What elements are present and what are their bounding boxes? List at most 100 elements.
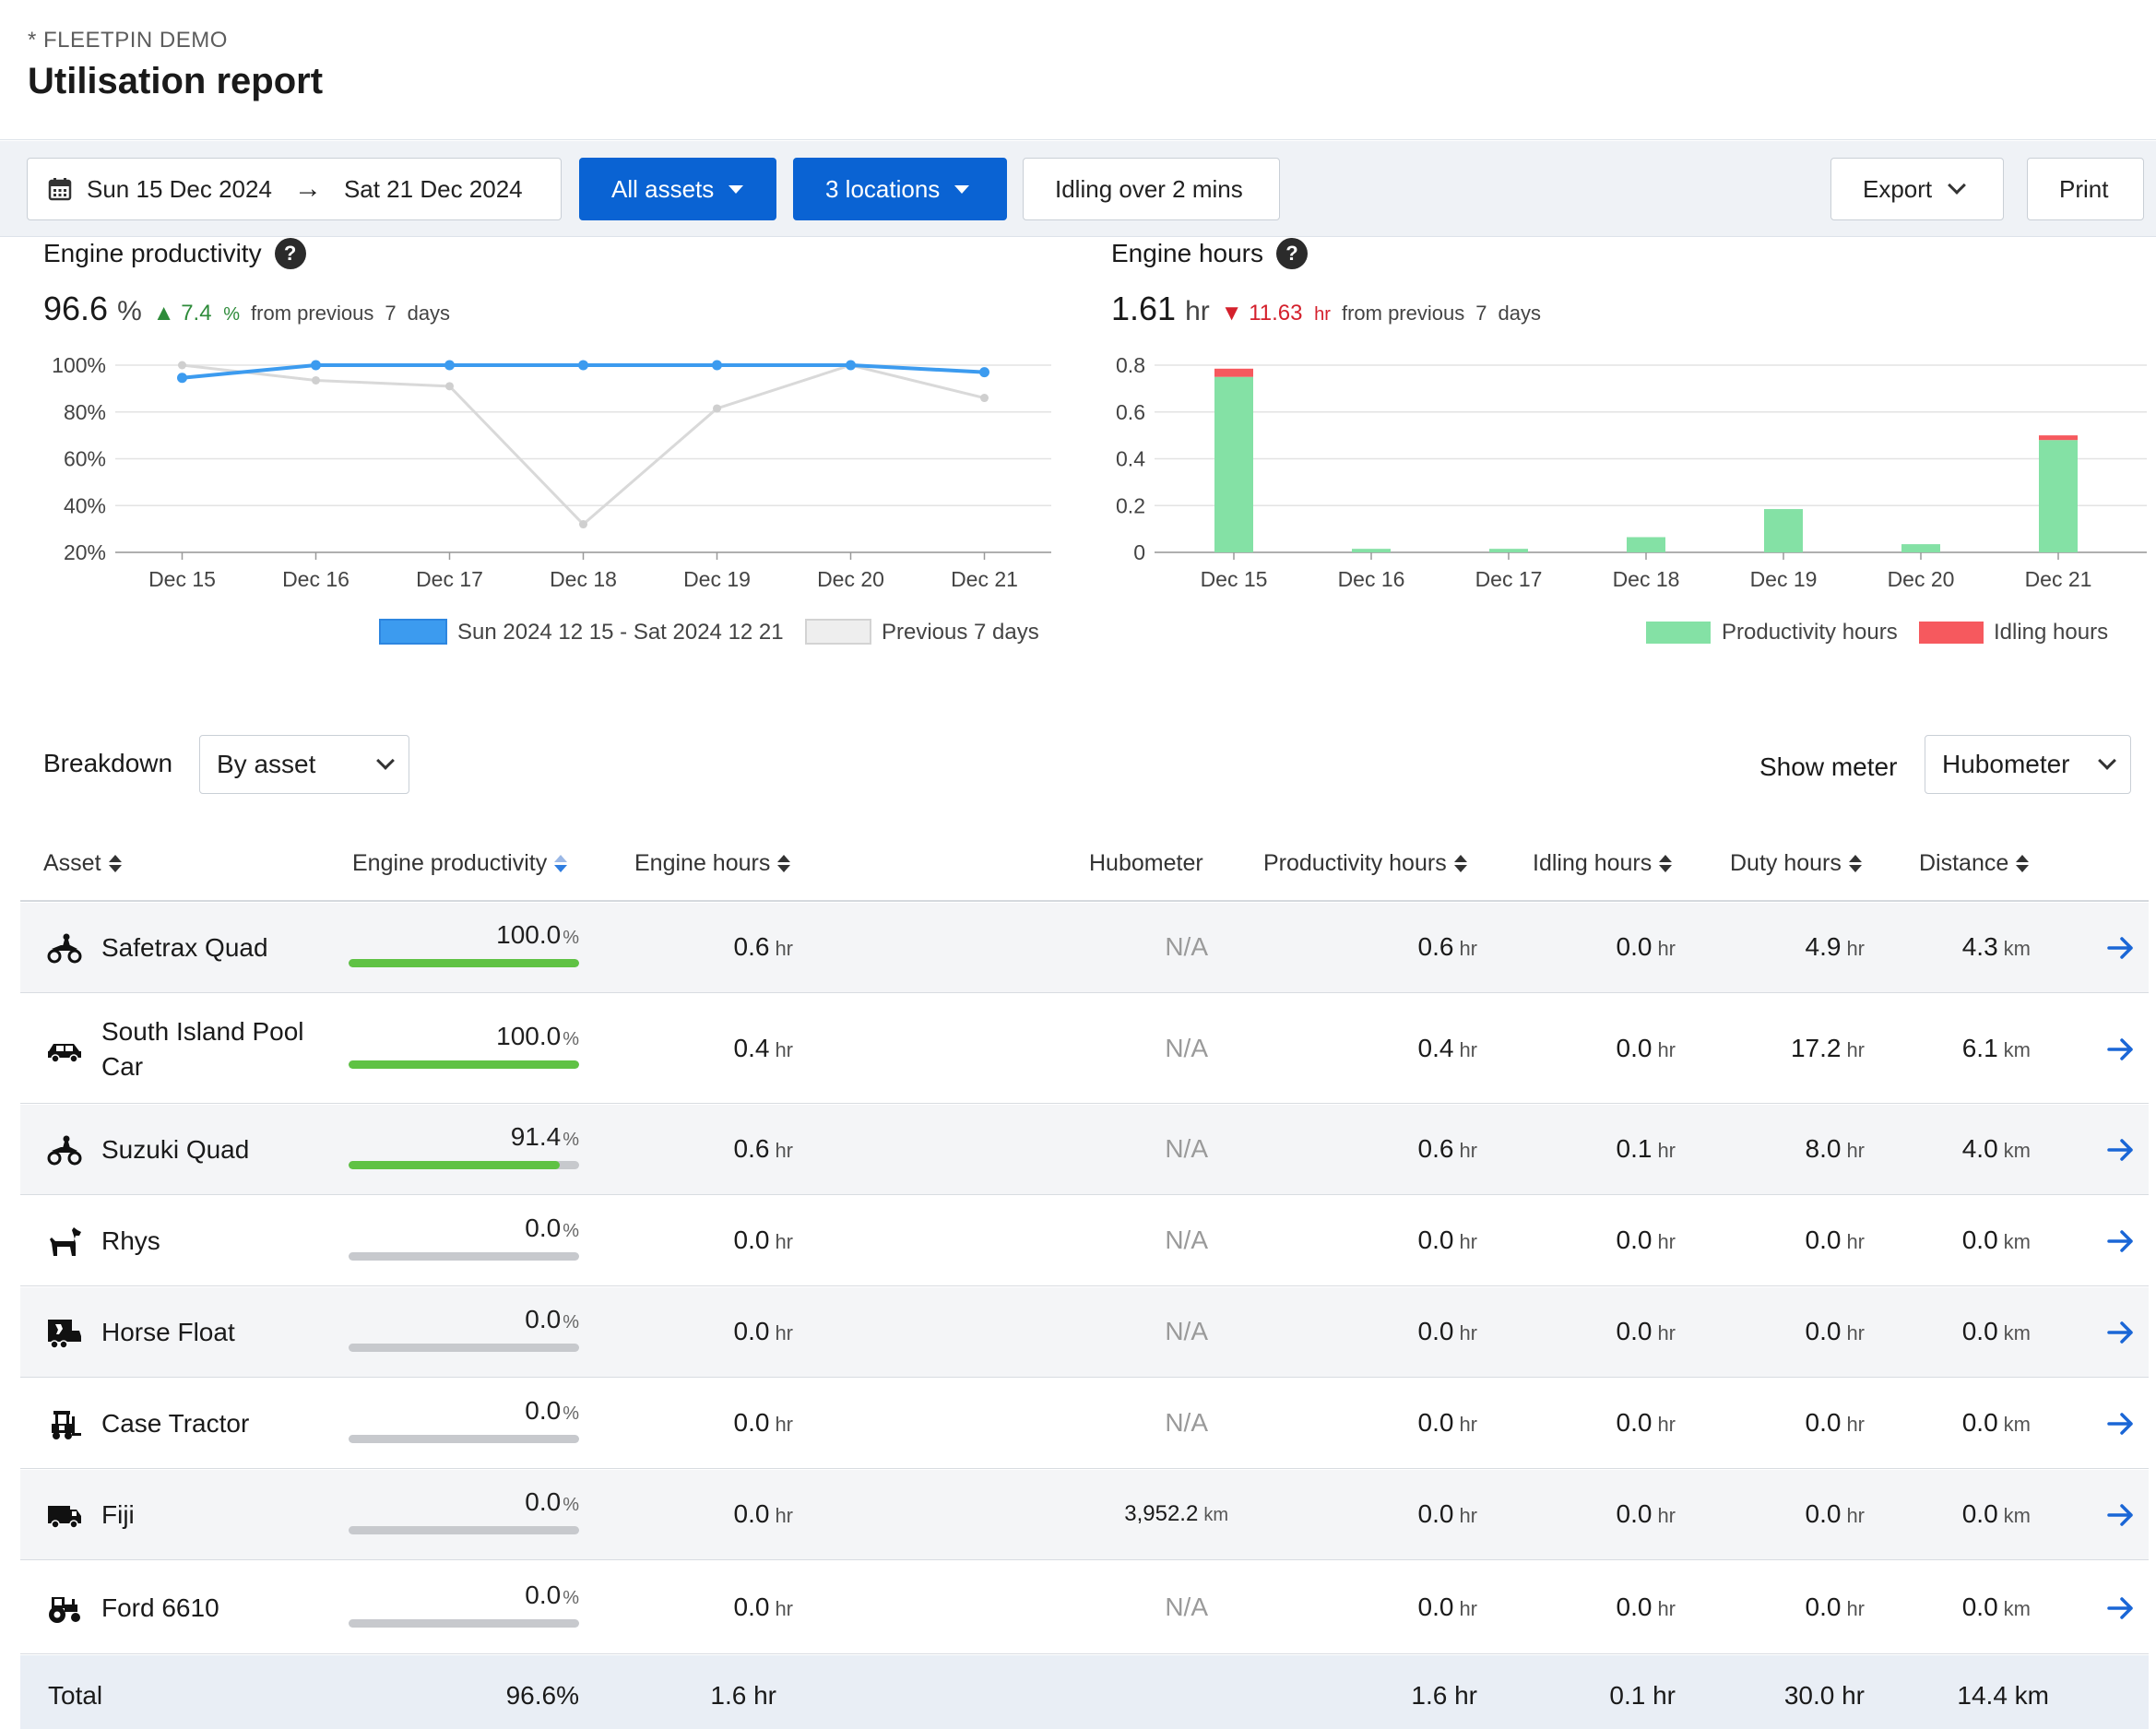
chevron-down-icon	[2098, 752, 2116, 770]
table-row[interactable]: Case Tractor 0.0% 0.0 hr N/A 0.0 hr 0.0 hr 0.0 hr 0…	[20, 1379, 2149, 1469]
data-point[interactable]	[177, 373, 187, 384]
data-point[interactable]	[444, 360, 455, 371]
productivity-value: 0.0%	[525, 1305, 579, 1333]
arrow-right-icon[interactable]	[2106, 1320, 2136, 1345]
data-point[interactable]	[980, 394, 989, 403]
data-point[interactable]	[579, 520, 587, 529]
hubometer-value: N/A	[1165, 1226, 1208, 1254]
data-point[interactable]	[445, 382, 454, 391]
meter-select-value: Hubometer	[1942, 750, 2070, 778]
change-unit: hr	[1314, 304, 1331, 325]
print-button[interactable]: Print	[2027, 158, 2144, 220]
data-point[interactable]	[312, 375, 320, 385]
productivity-value: 100.0%	[496, 920, 579, 949]
productivity-hours-value: 0.0 hr	[1417, 1317, 1478, 1345]
column-header-productivity-hours[interactable]: Productivity hours	[1263, 850, 1467, 877]
duty-hours-value: 8.0 hr	[1805, 1134, 1866, 1163]
total-productivity-hours: 1.6 hr	[1411, 1681, 1477, 1710]
date-range-picker[interactable]: Sun 15 Dec 2024 → Sat 21 Dec 2024	[27, 158, 562, 220]
export-button[interactable]: Export	[1830, 158, 2004, 220]
start-date: Sun 15 Dec 2024	[87, 174, 272, 203]
y-tick-label: 0.8	[1116, 353, 1145, 377]
table-row[interactable]: Rhys 0.0% 0.0 hr N/A 0.0 hr 0.0 hr 0.0 hr 0.0 km	[20, 1196, 2149, 1286]
productivity-bar	[349, 1060, 579, 1069]
total-duty-hours: 30.0 hr	[1783, 1681, 1865, 1710]
idling-hours-value: 0.0 hr	[1616, 1226, 1676, 1254]
hubometer-value: N/A	[1165, 932, 1208, 961]
arrow-right-icon[interactable]	[2106, 1228, 2136, 1254]
arrow-right-icon[interactable]	[2106, 1036, 2136, 1062]
duty-hours-value: 0.0 hr	[1805, 1226, 1866, 1254]
productivity-value: 0.0%	[525, 1487, 579, 1516]
idling-hours-value: 0.0 hr	[1616, 1592, 1676, 1621]
assets-dropdown[interactable]: All assets	[579, 158, 776, 220]
data-point[interactable]	[713, 404, 721, 413]
arrow-right-icon[interactable]	[2106, 1137, 2136, 1163]
bar-segment[interactable]	[1489, 549, 1528, 552]
arrow-right-icon[interactable]	[2106, 935, 2136, 961]
y-tick-label: 0.2	[1116, 493, 1145, 517]
bar-segment[interactable]	[1627, 537, 1665, 552]
sort-icon	[108, 855, 122, 872]
bar-segment[interactable]	[1901, 544, 1940, 552]
locations-dropdown[interactable]: 3 locations	[793, 158, 1007, 220]
engine-productivity-title-text: Engine productivity	[43, 239, 262, 267]
engine-hours-value: 0.4 hr	[733, 1033, 794, 1062]
productivity-hours-value: 0.6 hr	[1417, 932, 1478, 961]
meter-select[interactable]: Hubometer	[1925, 735, 2131, 794]
column-header-asset-label: Asset	[43, 850, 101, 876]
productivity-bar	[349, 959, 579, 967]
bar-segment[interactable]	[1214, 368, 1253, 377]
column-header-productivity[interactable]: Engine productivity	[352, 850, 568, 877]
data-point[interactable]	[846, 360, 856, 371]
series-line	[182, 363, 985, 527]
column-header-asset[interactable]: Asset	[43, 850, 122, 877]
y-tick-label: 80%	[64, 400, 106, 424]
bar-segment[interactable]	[2039, 440, 2078, 552]
data-point[interactable]	[979, 367, 989, 378]
column-header-idling-hours[interactable]: Idling hours	[1533, 850, 1673, 877]
column-header-engine-hours[interactable]: Engine hours	[634, 850, 791, 877]
hubometer-value: N/A	[1165, 1408, 1208, 1437]
data-point[interactable]	[578, 360, 588, 371]
breakdown-select[interactable]: By asset	[199, 735, 409, 794]
breakdown-select-value: By asset	[217, 750, 316, 778]
engine-hours-value: 0.6 hr	[733, 1134, 794, 1163]
idling-threshold-button[interactable]: Idling over 2 mins	[1023, 158, 1280, 220]
data-point[interactable]	[712, 360, 722, 371]
bar-segment[interactable]	[1352, 549, 1391, 552]
data-point[interactable]	[178, 361, 186, 370]
bar-segment[interactable]	[1214, 376, 1253, 552]
column-header-distance[interactable]: Distance	[1919, 850, 2030, 877]
bar-segment[interactable]	[1764, 509, 1803, 552]
idling-hours-value: 0.0 hr	[1616, 1499, 1676, 1528]
table-row[interactable]: South Island Pool Car 100.0% 0.4 hr N/A 0.4 hr…	[20, 994, 2149, 1104]
hubometer-value: N/A	[1165, 1033, 1208, 1062]
table-row[interactable]: Safetrax Quad 100.0% 0.6 hr N/A 0.6 hr 0.0 hr 4.9…	[20, 903, 2149, 993]
asset-name: Suzuki Quad	[101, 1135, 250, 1164]
bar-segment[interactable]	[2039, 435, 2078, 441]
arrow-right-icon[interactable]	[2106, 1595, 2136, 1621]
arrow-right-icon: →	[293, 173, 322, 204]
x-tick-label: Dec 20	[1888, 567, 1955, 591]
column-header-productivity-label: Engine productivity	[352, 850, 548, 876]
arrow-right-icon[interactable]	[2106, 1411, 2136, 1437]
distance-value: 6.1 km	[1961, 1033, 2031, 1062]
productivity-bar-fill	[349, 1161, 560, 1169]
help-icon[interactable]: ?	[274, 238, 306, 269]
engine-productivity-kpi: 96.6 % ▲ 7.4 % from previous 7 days	[43, 290, 450, 328]
sort-active-icon	[554, 855, 568, 872]
table-row[interactable]: Ford 6610 0.0% 0.0 hr N/A 0.0 hr 0.0 hr 0.0 hr 0.0 k…	[20, 1561, 2149, 1654]
help-icon[interactable]: ?	[1276, 238, 1309, 269]
table-row[interactable]: Horse Float 0.0% 0.0 hr N/A 0.0 hr 0.0 hr 0.0 hr 0.…	[20, 1287, 2149, 1378]
column-header-duty-hours[interactable]: Duty hours	[1730, 850, 1862, 877]
quad-bike-icon	[47, 1135, 82, 1166]
data-point[interactable]	[311, 360, 321, 371]
table-row[interactable]: Suzuki Quad 91.4% 0.6 hr N/A 0.6 hr 0.1 hr 8.0 hr 4…	[20, 1105, 2149, 1195]
table-row[interactable]: Fiji 0.0% 0.0 hr 3,952.2 km 0.0 hr 0.0 hr 0.0 hr 0.0…	[20, 1470, 2149, 1560]
productivity-hours-value: 0.0 hr	[1417, 1226, 1478, 1254]
engine-productivity-title: Engine productivity ?	[43, 238, 306, 269]
asset-name: South Island Pool Car	[101, 1016, 304, 1081]
arrow-right-icon[interactable]	[2106, 1502, 2136, 1528]
engine-hours-chart: 0.8 0.6 0.4 0.2 0 Dec 15 Dec 16 Dec 17 Dec 18 Dec…	[1116, 353, 2147, 645]
